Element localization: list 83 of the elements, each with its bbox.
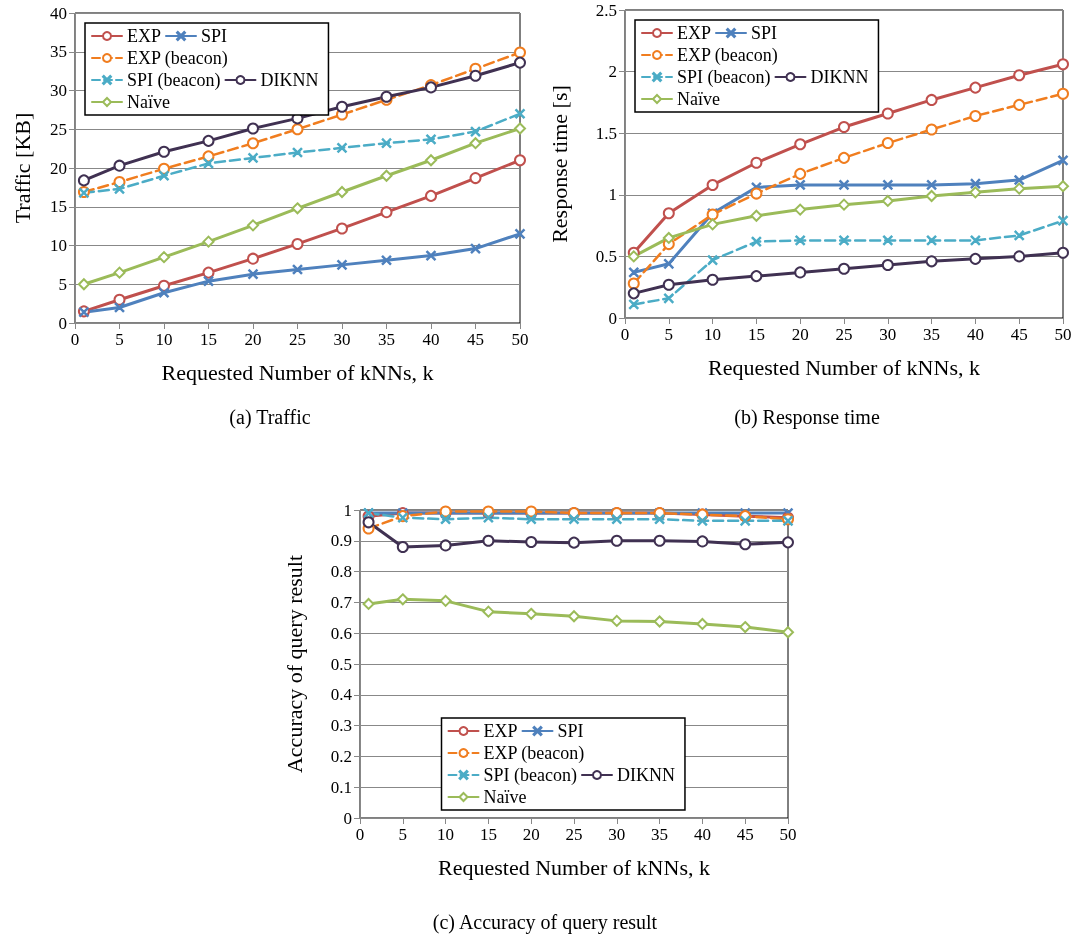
y-axis-title: Response time [s]: [546, 85, 572, 243]
y-tick-label: 0.6: [330, 623, 352, 643]
y-tick-label: 0: [343, 808, 352, 828]
y-tick-label: 15: [50, 197, 67, 217]
x-tick-label: 10: [155, 330, 173, 349]
legend-label: SPI (beacon): [677, 67, 771, 88]
x-axis-title: Requested Number of kNNs, k: [438, 854, 710, 880]
legend-label: Naïve: [483, 787, 527, 807]
x-axis-title: Requested Number of kNNs, k: [708, 354, 980, 380]
legend-label: EXP: [127, 26, 162, 46]
x-tick-label: 15: [479, 825, 497, 844]
x-tick-label: 40: [693, 825, 711, 844]
y-tick-label: 2: [608, 62, 617, 82]
legend-label: EXP: [677, 23, 712, 43]
y-tick-label: 0.3: [330, 716, 352, 736]
y-tick-label: 35: [50, 42, 67, 62]
y-tick-label: 0.7: [330, 592, 353, 612]
legend-label: Naïve: [127, 92, 170, 112]
x-tick-label: 40: [422, 330, 440, 349]
y-tick-label: 2.5: [595, 0, 617, 20]
x-tick-label: 15: [747, 325, 765, 344]
x-tick-label: 35: [378, 330, 395, 349]
legend-label: DIKNN: [260, 70, 319, 90]
legend-label: DIKNN: [616, 765, 675, 785]
x-tick-label: 5: [664, 325, 674, 344]
x-tick-label: 50: [779, 825, 797, 844]
y-tick-label: 0.5: [330, 654, 352, 674]
x-tick-label: 25: [565, 825, 583, 844]
x-tick-label: 45: [467, 330, 484, 349]
y-tick-label: 0.5: [595, 246, 617, 266]
y-tick-label: 0.9: [330, 531, 352, 551]
x-tick-label: 0: [620, 325, 630, 344]
y-tick-label: 1.5: [595, 123, 617, 143]
y-tick-label: 40: [50, 3, 67, 23]
y-axis-title: Accuracy of query result: [281, 554, 307, 774]
x-tick-label: 45: [736, 825, 754, 844]
legend-label: SPI (beacon): [127, 70, 221, 91]
legend-label: DIKNN: [810, 67, 869, 87]
x-tick-label: 25: [835, 325, 853, 344]
text: (c) Accuracy of query result: [432, 911, 658, 934]
legend-label: SPI: [201, 26, 228, 46]
y-tick-label: 20: [50, 158, 67, 178]
x-tick-label: 45: [1010, 325, 1028, 344]
x-tick-label: 5: [115, 330, 124, 349]
y-tick-label: 0.2: [330, 746, 352, 766]
x-tick-label: 35: [651, 825, 669, 844]
x-tick-label: 0: [70, 330, 80, 349]
y-tick-label: 10: [50, 236, 67, 255]
legend-label: Naïve: [677, 89, 720, 109]
y-tick-label: 0.4: [330, 685, 353, 705]
y-tick-label: 1: [608, 185, 617, 205]
x-tick-label: 5: [398, 825, 408, 844]
text: (a) Traffic: [229, 406, 311, 429]
legend-label: SPI: [751, 23, 778, 43]
x-tick-label: 10: [437, 825, 455, 844]
x-tick-label: 40: [966, 325, 984, 344]
x-tick-label: 30: [879, 325, 897, 344]
y-tick-label: 5: [58, 274, 67, 294]
x-tick-label: 20: [791, 325, 809, 344]
y-tick-label: 1: [343, 500, 352, 520]
x-tick-label: 50: [1054, 325, 1072, 344]
x-tick-label: 25: [289, 330, 306, 349]
x-tick-label: 0: [355, 825, 365, 844]
legend-label: EXP (beacon): [127, 48, 228, 69]
legend-label: EXP (beacon): [483, 743, 585, 764]
legend-label: SPI: [557, 721, 584, 741]
legend-label: EXP (beacon): [677, 45, 778, 66]
legend-label: SPI (beacon): [483, 765, 577, 786]
y-tick-label: 0.1: [330, 777, 352, 797]
x-tick-label: 10: [704, 325, 722, 344]
x-axis-title: Requested Number of kNNs, k: [161, 359, 434, 385]
y-tick-label: 25: [50, 119, 67, 139]
y-tick-label: 0.8: [330, 562, 352, 582]
x-tick-label: 20: [244, 330, 262, 349]
y-axis-title: Traffic [KB]: [9, 112, 35, 224]
x-tick-label: 15: [200, 330, 217, 349]
x-tick-label: 50: [511, 330, 529, 349]
y-tick-label: 0: [608, 308, 617, 328]
y-tick-label: 30: [50, 81, 67, 100]
x-tick-label: 35: [923, 325, 941, 344]
text: (b) Response time: [734, 406, 880, 429]
x-tick-label: 20: [522, 825, 540, 844]
legend-label: EXP: [483, 721, 518, 741]
